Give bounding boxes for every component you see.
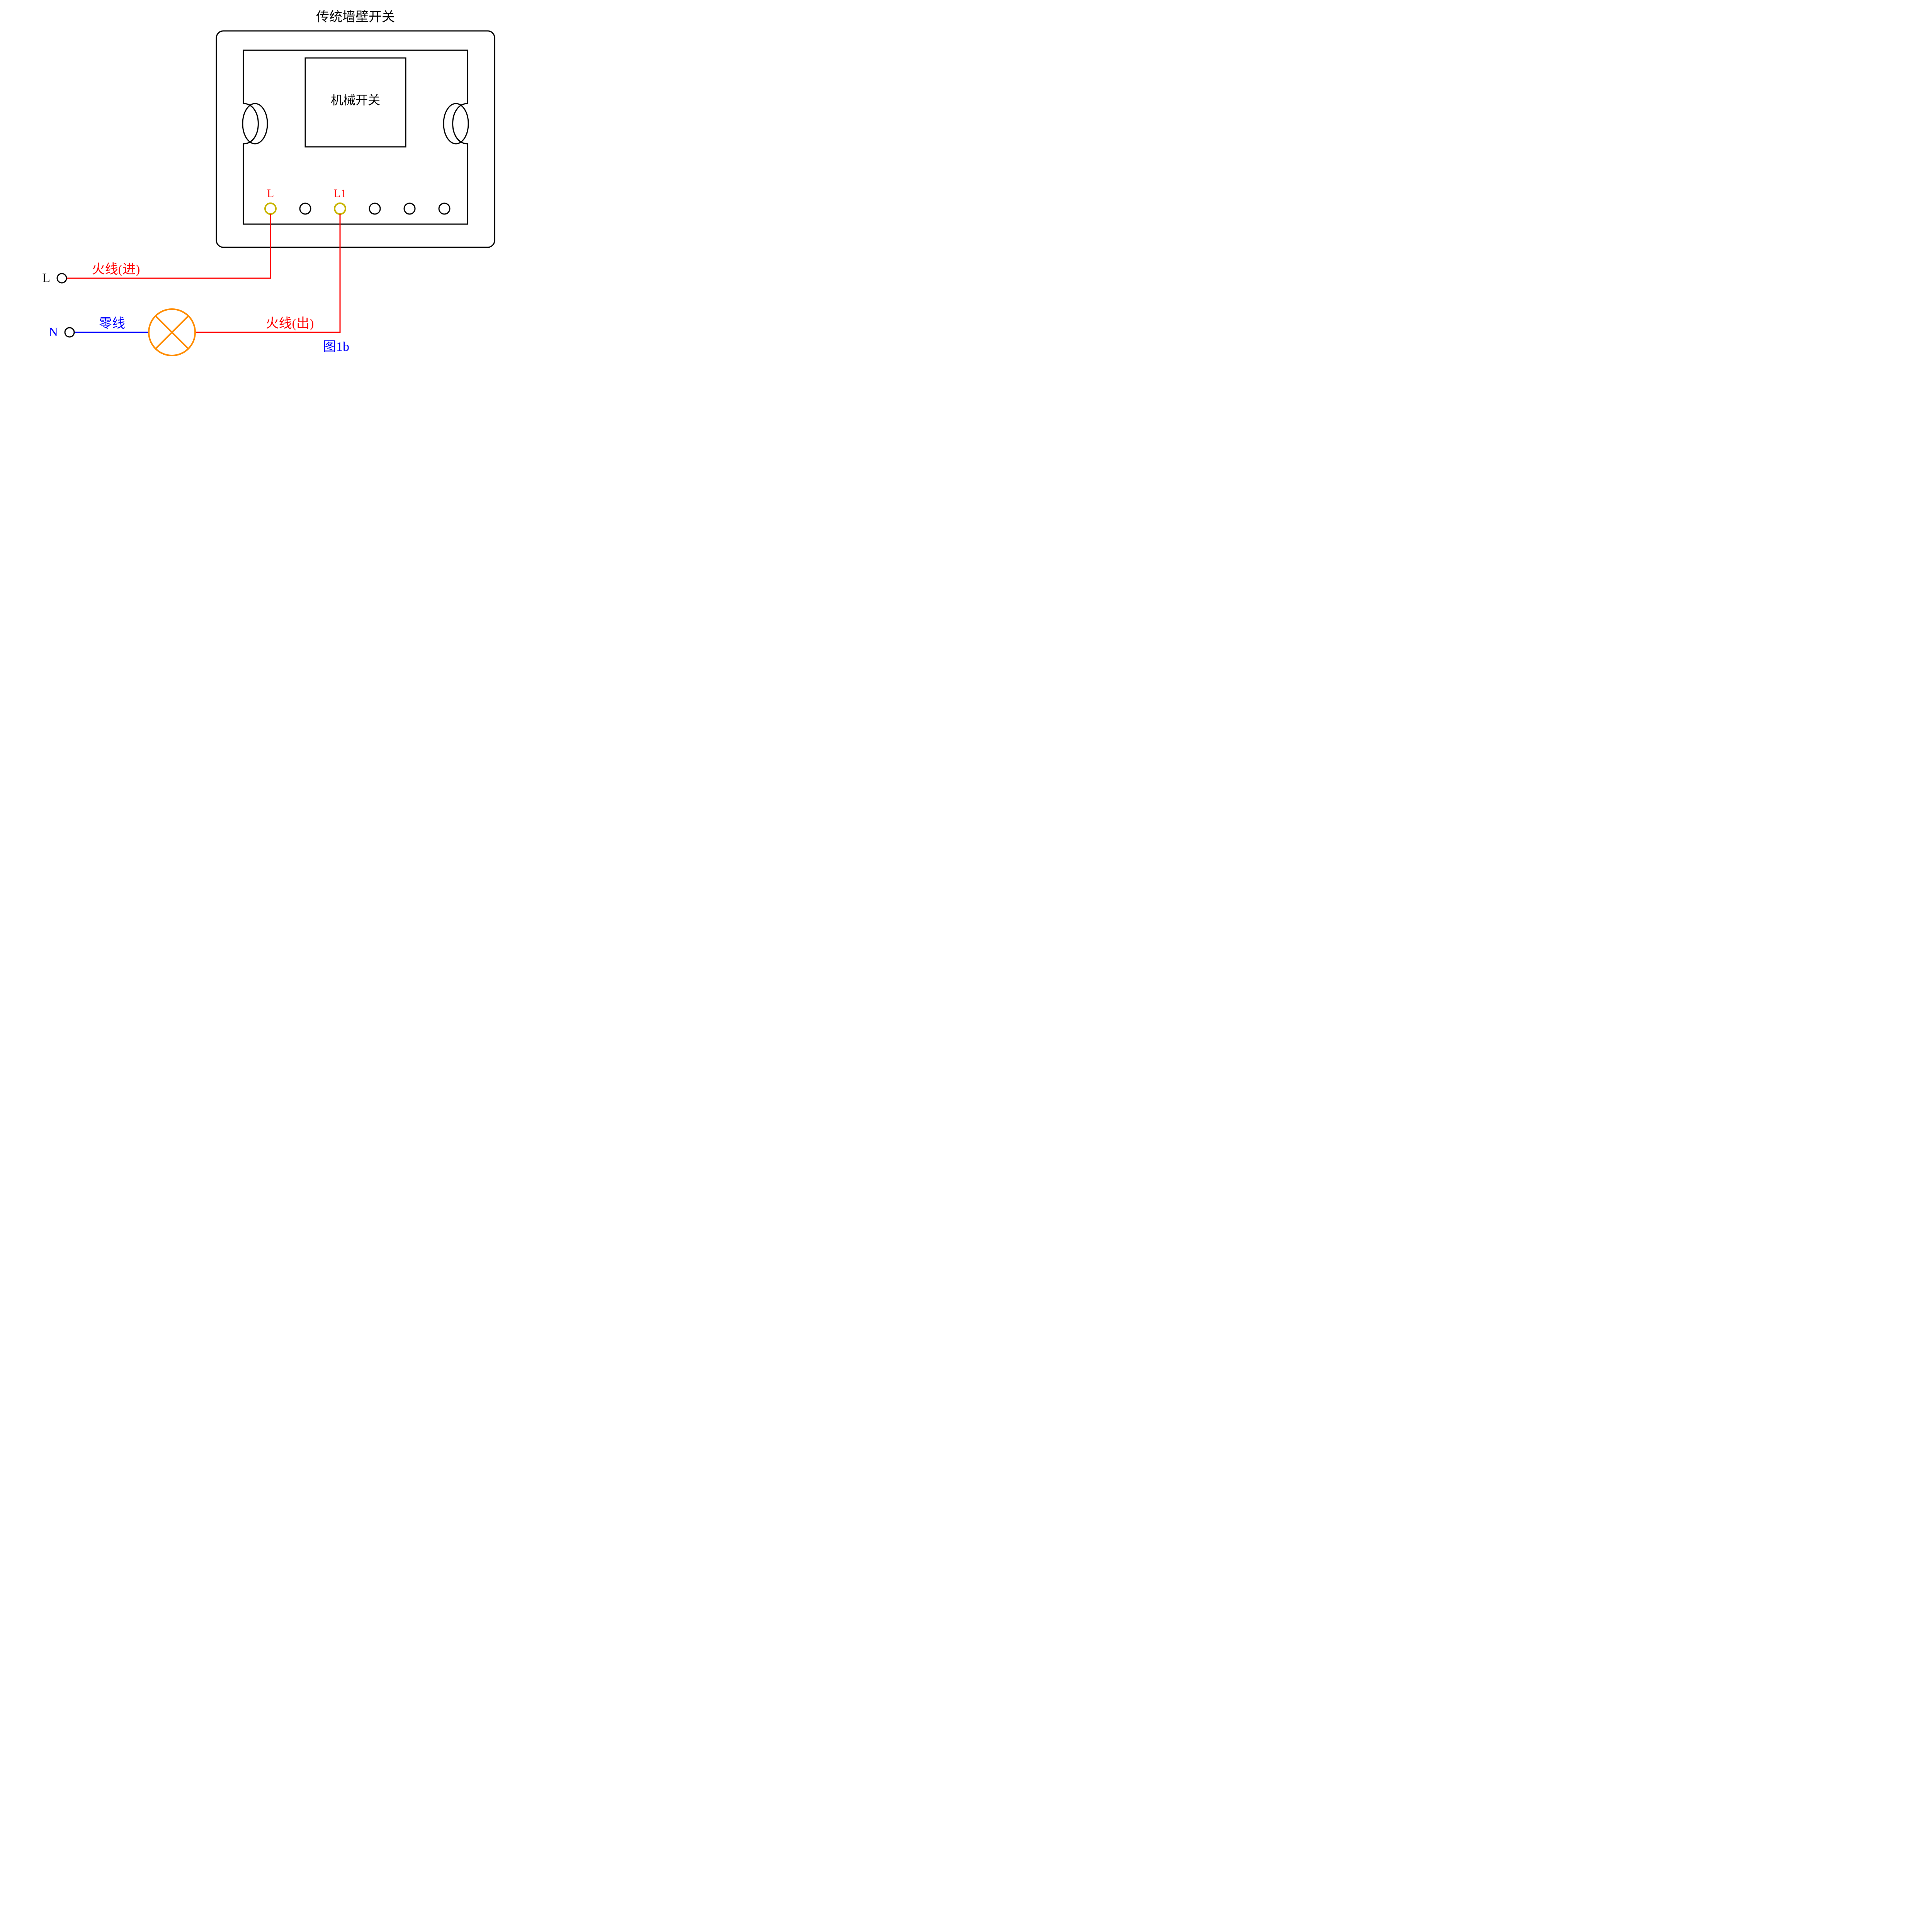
terminal-0 — [265, 203, 276, 214]
switch-title: 传统墙壁开关 — [316, 10, 395, 24]
terminal-L1-label: L1 — [333, 187, 346, 200]
figure-label: 图1b — [323, 340, 349, 354]
switch-rocker-label: 机械开关 — [331, 93, 380, 107]
source-L-terminal — [57, 274, 66, 283]
switch-inner-plate — [243, 50, 468, 224]
source-N-terminal — [65, 328, 74, 337]
switch-outer-plate — [216, 31, 495, 247]
terminal-3 — [369, 203, 380, 214]
neutral-label: 零线 — [99, 316, 125, 331]
live-in-label: 火线(进) — [92, 262, 140, 277]
terminal-2 — [335, 203, 345, 214]
live-out-label: 火线(出) — [266, 316, 314, 331]
source-L-label: L — [42, 271, 50, 285]
terminal-1 — [300, 203, 311, 214]
terminal-4 — [404, 203, 415, 214]
terminal-5 — [439, 203, 450, 214]
source-N-label: N — [48, 325, 58, 339]
terminal-L-label: L — [267, 187, 274, 200]
